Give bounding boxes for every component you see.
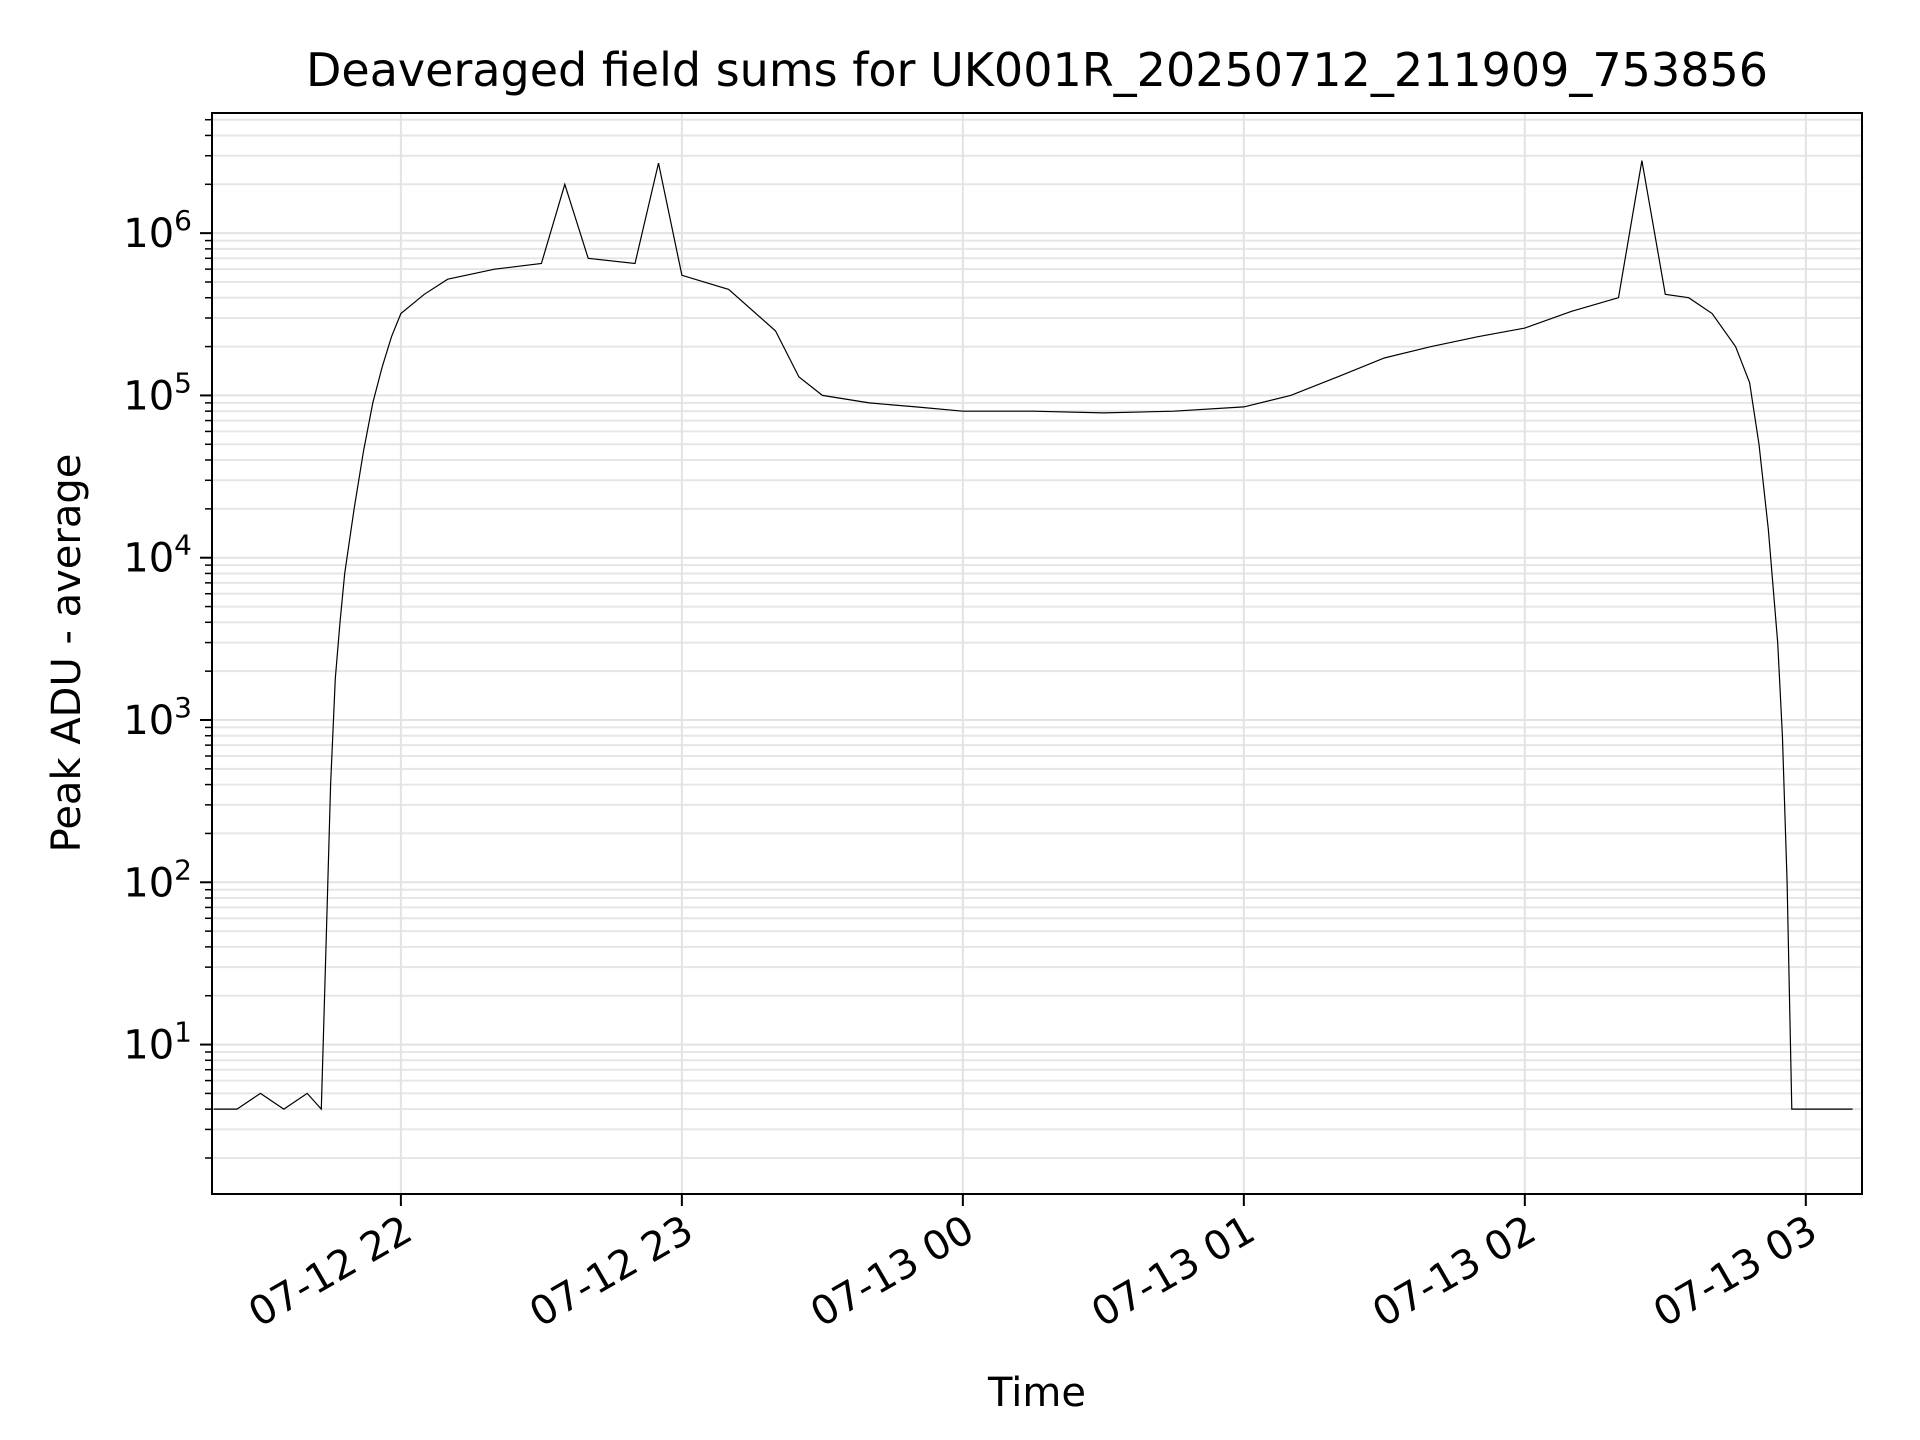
x-tick-label: 07-13 01 — [1084, 1207, 1263, 1337]
series-line — [213, 160, 1853, 1111]
y-tick-label: 101 — [123, 1016, 192, 1069]
y-tick-label: 106 — [123, 204, 192, 257]
x-tick-label: 07-13 00 — [803, 1207, 982, 1337]
grid-layer — [212, 113, 1862, 1194]
y-tick-label: 102 — [123, 853, 192, 906]
y-tick-label: 103 — [123, 691, 192, 744]
y-tick-label: 105 — [123, 366, 192, 419]
chart-title: Deaveraged field sums for UK001R_2025071… — [306, 43, 1768, 97]
y-axis-label: Peak ADU - average — [44, 454, 90, 853]
x-tick-label: 07-12 23 — [522, 1207, 701, 1337]
x-axis-label: Time — [987, 1370, 1086, 1416]
y-tick-label: 104 — [123, 529, 192, 582]
x-tick-label: 07-13 02 — [1365, 1207, 1544, 1337]
plot-frame — [211, 112, 1863, 1195]
x-tick-label: 07-13 03 — [1646, 1207, 1825, 1337]
x-tick-label: 07-12 22 — [241, 1207, 420, 1337]
